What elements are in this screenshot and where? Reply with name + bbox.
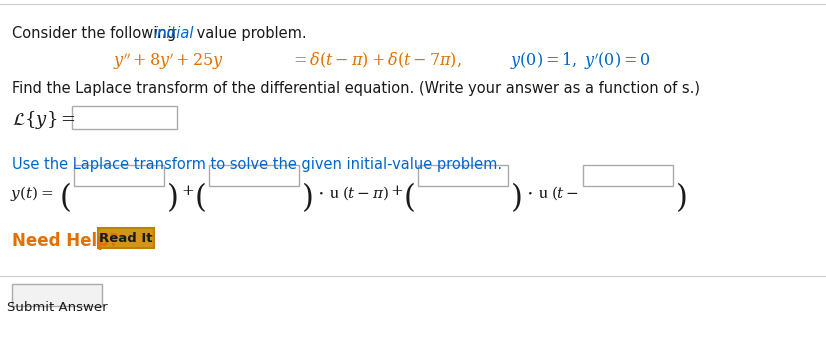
Text: Read It: Read It: [99, 232, 153, 245]
Text: $\cdot$: $\cdot$: [317, 184, 324, 203]
Text: +: +: [390, 184, 403, 198]
Bar: [98, 228, 154, 248]
Text: (: (: [60, 183, 72, 214]
Text: ): ): [167, 183, 179, 214]
Text: $y(t) =$: $y(t) =$: [10, 184, 53, 203]
Text: $y(0) = 1,\;  y'(0) = 0$: $y(0) = 1,\; y'(0) = 0$: [510, 51, 651, 72]
Text: Find the Laplace transform of the differential equation. (Write your answer as a: Find the Laplace transform of the differ…: [12, 81, 700, 96]
Bar: [209, 165, 299, 186]
Text: Consider the following: Consider the following: [12, 26, 181, 41]
Bar: [12, 284, 102, 306]
Text: $\mathcal{u}$: $\mathcal{u}$: [538, 184, 548, 202]
Text: ): ): [511, 183, 523, 214]
Bar: [583, 165, 673, 186]
Text: Need Help?: Need Help?: [12, 232, 119, 250]
Text: $(t -$: $(t -$: [551, 184, 579, 202]
Bar: [418, 165, 508, 186]
Text: $\mathcal{L}\{y\} =$: $\mathcal{L}\{y\} =$: [12, 109, 76, 131]
Text: ): ): [676, 183, 688, 214]
Text: Submit Answer: Submit Answer: [7, 301, 107, 314]
Text: (: (: [195, 183, 206, 214]
Text: value problem.: value problem.: [192, 26, 306, 41]
Bar: [72, 106, 177, 129]
Bar: [74, 165, 164, 186]
Text: $= \delta(t - \pi) + \delta(t - 7\pi),$: $= \delta(t - \pi) + \delta(t - 7\pi),$: [290, 51, 462, 70]
Text: $\mathcal{u}$: $\mathcal{u}$: [329, 184, 339, 202]
Text: $(t - \pi)$: $(t - \pi)$: [342, 184, 389, 202]
Text: (: (: [404, 183, 415, 214]
Text: $y'' + 8y' + 25y$: $y'' + 8y' + 25y$: [113, 51, 224, 72]
Text: Use the Laplace transform to solve the given initial-value problem.: Use the Laplace transform to solve the g…: [12, 157, 502, 172]
Text: initial: initial: [153, 26, 193, 41]
Text: ): ): [302, 183, 314, 214]
Text: +: +: [181, 184, 194, 198]
Text: $\cdot$: $\cdot$: [526, 184, 533, 203]
